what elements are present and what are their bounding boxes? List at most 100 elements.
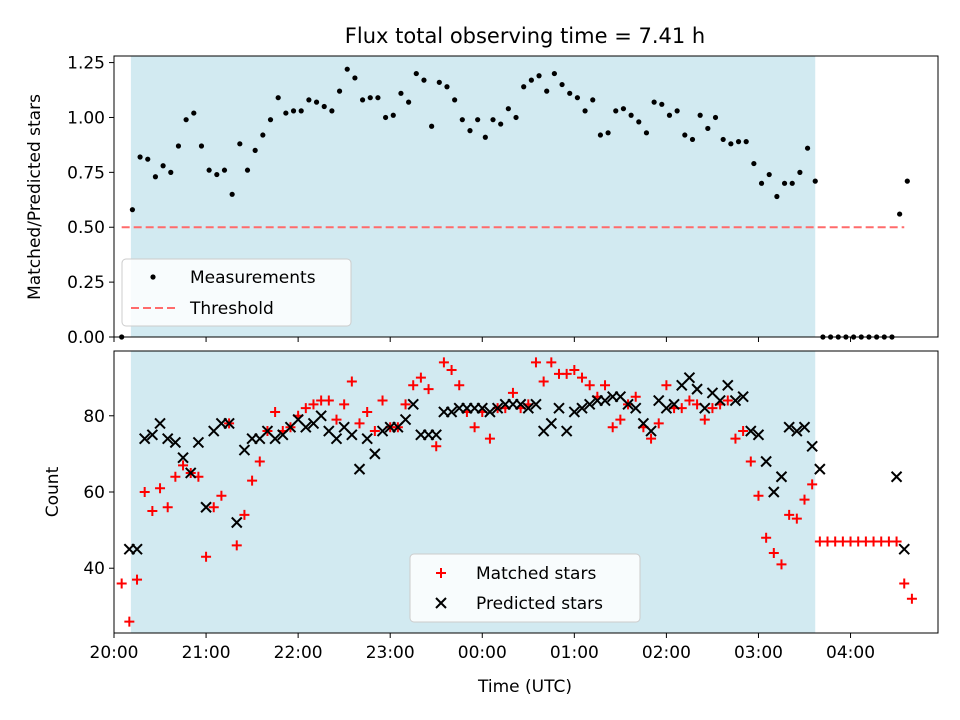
matched-marker bbox=[768, 547, 779, 558]
matched-marker bbox=[254, 456, 265, 467]
matched-marker bbox=[730, 433, 741, 444]
measurement-point bbox=[444, 84, 450, 90]
measurement-point bbox=[283, 110, 289, 116]
predicted-marker bbox=[530, 398, 542, 411]
matched-marker bbox=[331, 414, 342, 425]
predicted-marker bbox=[775, 471, 788, 483]
matched-marker bbox=[155, 483, 166, 494]
matched-marker bbox=[906, 593, 917, 604]
predicted-marker bbox=[315, 410, 327, 422]
measurement-point bbox=[781, 180, 788, 186]
matched-marker bbox=[807, 479, 818, 490]
matched-marker bbox=[745, 456, 756, 467]
legend-matched-label: Matched stars bbox=[476, 564, 596, 584]
measurement-point bbox=[175, 143, 182, 149]
matched-marker bbox=[300, 403, 311, 414]
measurement-point bbox=[735, 139, 742, 145]
predicted-marker bbox=[699, 402, 711, 414]
matched-marker bbox=[208, 502, 219, 513]
predicted-marker bbox=[369, 448, 381, 460]
matched-marker bbox=[699, 414, 710, 425]
matched-marker bbox=[561, 368, 572, 379]
measurement-point bbox=[544, 88, 550, 94]
predicted-marker bbox=[560, 425, 573, 437]
measurement-point bbox=[214, 171, 220, 178]
measurement-point bbox=[498, 121, 504, 127]
measurement-point bbox=[429, 123, 435, 129]
measurement-point bbox=[590, 97, 596, 103]
matched-marker bbox=[178, 460, 189, 471]
measurement-point bbox=[597, 132, 604, 138]
measurement-point bbox=[582, 108, 588, 114]
predicted-marker bbox=[131, 543, 143, 555]
predicted-marker bbox=[814, 463, 826, 475]
measurement-point bbox=[452, 97, 458, 103]
y-tick-label: 80 bbox=[83, 407, 105, 427]
x-tick-label: 01:00 bbox=[550, 643, 599, 663]
legend-threshold-label: Threshold bbox=[189, 299, 274, 319]
x-tick-label: 22:00 bbox=[274, 643, 323, 663]
predicted-marker bbox=[330, 432, 343, 445]
matched-marker bbox=[216, 490, 227, 501]
top-legend: Measurements Threshold bbox=[121, 258, 352, 327]
y-tick-label: 60 bbox=[83, 483, 105, 503]
measurement-point bbox=[398, 90, 404, 96]
predicted-marker bbox=[445, 406, 458, 418]
matched-marker bbox=[738, 426, 749, 437]
legend-predicted-label: Predicted stars bbox=[476, 594, 603, 614]
chart-title: Flux total observing time = 7.41 h bbox=[345, 24, 705, 48]
bottom-axes-frame bbox=[113, 350, 939, 634]
matched-marker bbox=[653, 418, 664, 429]
matched-marker bbox=[339, 399, 350, 410]
predicted-marker bbox=[545, 417, 558, 430]
measurement-point bbox=[651, 99, 657, 105]
measurement-point bbox=[191, 110, 197, 116]
bottom-legend: Matched stars Predicted stars bbox=[409, 553, 641, 623]
predicted-marker bbox=[177, 451, 189, 464]
matched-marker bbox=[784, 509, 795, 520]
measurement-point bbox=[137, 154, 143, 160]
predicted-marker bbox=[583, 398, 596, 411]
legend-box bbox=[409, 553, 641, 623]
measurement-point bbox=[436, 79, 442, 85]
measurement-point bbox=[267, 117, 274, 123]
x-tick-label: 04:00 bbox=[826, 643, 875, 663]
predicted-marker bbox=[599, 394, 611, 407]
measurement-point bbox=[628, 112, 634, 118]
matched-marker bbox=[799, 494, 810, 505]
matched-marker bbox=[899, 578, 910, 589]
predicted-marker bbox=[192, 436, 205, 449]
predicted-marker bbox=[491, 402, 504, 414]
predicted-marker bbox=[622, 398, 634, 411]
predicted-marker bbox=[399, 413, 412, 426]
measurement-point bbox=[528, 77, 534, 83]
measurement-point bbox=[221, 167, 228, 173]
measurement-point bbox=[521, 84, 527, 90]
measurement-point bbox=[689, 136, 696, 143]
predicted-marker bbox=[630, 402, 642, 414]
matched-marker bbox=[239, 509, 250, 520]
measurement-point bbox=[306, 97, 312, 103]
matched-marker bbox=[408, 380, 419, 391]
matched-marker bbox=[170, 471, 181, 482]
matched-marker bbox=[247, 475, 258, 486]
predicted-marker bbox=[154, 417, 166, 430]
matched-marker bbox=[546, 357, 557, 368]
x-axis-label: Time (UTC) bbox=[477, 677, 572, 697]
measurement-point bbox=[812, 178, 818, 184]
y-tick-label: 0.75 bbox=[67, 163, 105, 183]
predicted-marker bbox=[161, 432, 174, 445]
predicted-marker bbox=[691, 383, 703, 395]
matched-marker bbox=[201, 551, 212, 562]
measurement-point bbox=[482, 134, 488, 140]
matched-marker bbox=[630, 391, 641, 402]
measurement-point bbox=[129, 207, 136, 213]
measurement-point bbox=[490, 117, 496, 123]
measurement-point bbox=[367, 95, 373, 101]
measurement-point bbox=[666, 112, 673, 118]
top-axes-frame bbox=[113, 55, 939, 338]
predicted-marker bbox=[898, 543, 910, 555]
predicted-marker bbox=[407, 398, 419, 411]
matched-marker bbox=[722, 395, 733, 406]
